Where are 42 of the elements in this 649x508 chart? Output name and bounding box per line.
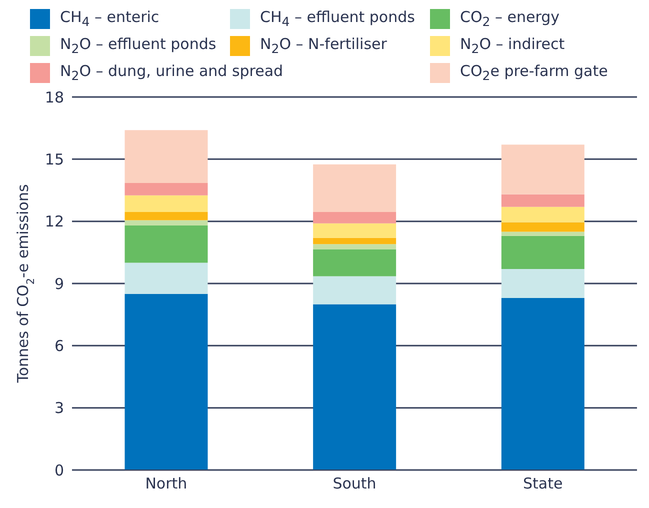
bar [501,222,584,232]
bar [501,268,584,298]
y-tick-label: 0 [54,461,64,480]
legend-label: CH$_{4}$ – enteric [60,8,160,29]
bar [124,262,208,294]
y-tick-label: 6 [54,336,64,355]
bar [124,220,208,226]
bar [124,195,208,212]
bar [313,304,396,470]
bar [313,238,396,244]
bar [501,206,584,222]
bar [501,232,584,236]
legend-label: CH$_{4}$ – effluent ponds [260,8,415,29]
bar [313,212,396,224]
y-tick-label: 9 [54,274,64,293]
legend-label: N$_{2}$O – effluent ponds [60,35,216,56]
legend-label: CO$_{2}$e pre-farm gate [460,62,608,83]
bar [501,144,584,194]
bar [124,212,208,220]
bar [313,249,396,276]
bar [313,276,396,304]
bar [124,225,208,263]
legend-label: N$_{2}$O – indirect [460,35,565,56]
x-tick-label: South [332,474,376,493]
bar [124,182,208,196]
y-tick-label: 3 [54,399,64,418]
bar [501,298,584,470]
y-tick-label: 15 [44,150,64,168]
bar [501,194,584,207]
bar [313,164,396,212]
bar [313,223,396,238]
bar [124,130,208,183]
bar [313,244,396,250]
bar [124,294,208,470]
y-tick-label: 18 [44,88,64,106]
bar [501,236,584,269]
y-tick-label: 12 [44,212,64,231]
x-tick-label: State [522,474,563,493]
x-tick-label: North [145,474,188,493]
legend-label: N$_{2}$O – dung, urine and spread [60,62,284,83]
legend-label: CO$_{2}$ – energy [460,8,560,29]
legend-label: N$_{2}$O – N-fertiliser [260,35,387,56]
